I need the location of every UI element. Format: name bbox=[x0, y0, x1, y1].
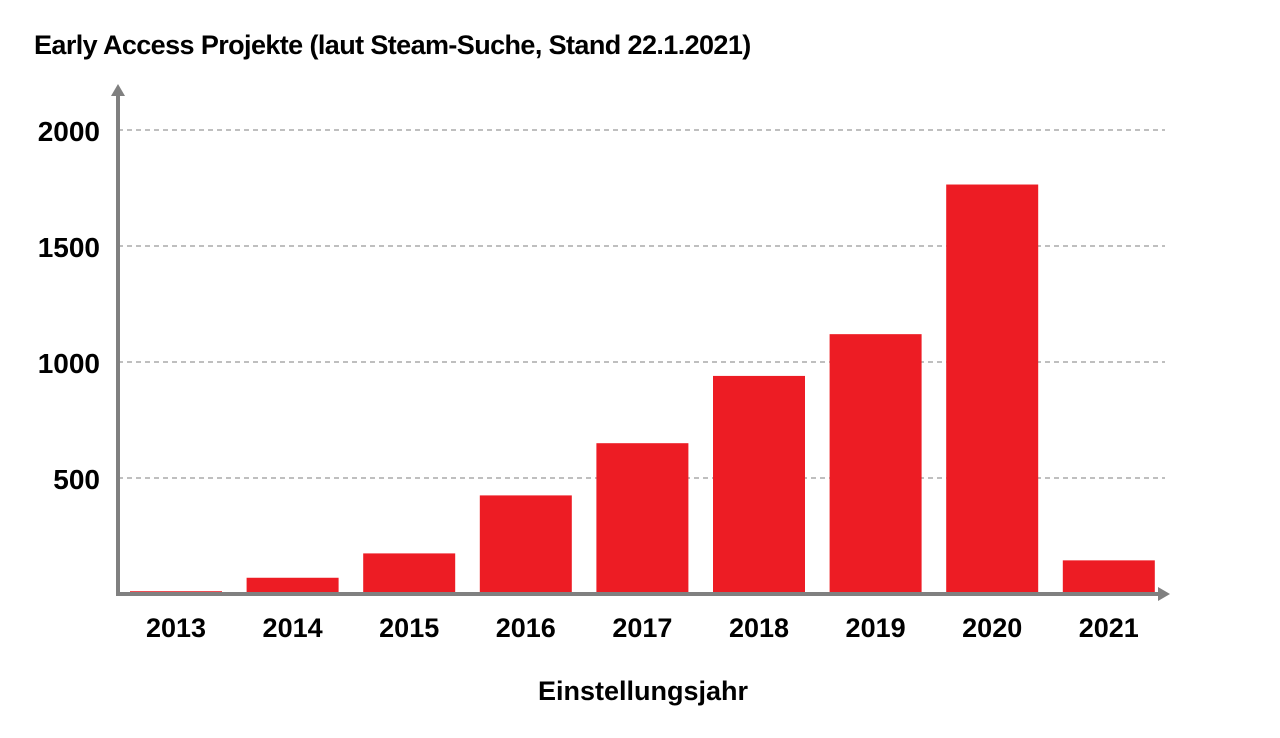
y-tick-label-1500: 1500 bbox=[38, 232, 100, 263]
bars bbox=[130, 184, 1155, 594]
x-tick-labels: 2013 2014 2015 2016 2017 2018 2019 2020 2021 bbox=[146, 613, 1139, 643]
chart-title: Early Access Projekte (laut Steam-Suche,… bbox=[34, 30, 751, 60]
axes bbox=[111, 84, 1170, 601]
x-tick-label-2017: 2017 bbox=[612, 613, 672, 643]
y-tick-label-500: 500 bbox=[53, 464, 100, 495]
bar-2019 bbox=[829, 334, 922, 594]
x-axis-label: Einstellungsjahr bbox=[538, 676, 749, 706]
bar-2017 bbox=[596, 443, 689, 594]
bar-2014 bbox=[246, 577, 339, 594]
x-tick-label-2021: 2021 bbox=[1079, 613, 1139, 643]
x-axis-arrow bbox=[1158, 587, 1170, 601]
x-tick-label-2018: 2018 bbox=[729, 613, 789, 643]
bar-2015 bbox=[363, 553, 456, 594]
y-axis-arrow bbox=[111, 84, 125, 96]
y-tick-labels: 500 1000 1500 2000 bbox=[38, 116, 100, 495]
x-tick-label-2013: 2013 bbox=[146, 613, 206, 643]
y-tick-label-2000: 2000 bbox=[38, 116, 100, 147]
bar-2021 bbox=[1062, 560, 1155, 594]
y-tick-label-1000: 1000 bbox=[38, 348, 100, 379]
bar-2020 bbox=[946, 184, 1039, 594]
x-tick-label-2016: 2016 bbox=[496, 613, 556, 643]
bar-2016 bbox=[479, 495, 572, 594]
x-tick-label-2015: 2015 bbox=[379, 613, 439, 643]
x-tick-label-2020: 2020 bbox=[962, 613, 1022, 643]
bar-2018 bbox=[713, 375, 805, 594]
x-tick-label-2014: 2014 bbox=[263, 613, 323, 643]
x-tick-label-2019: 2019 bbox=[846, 613, 906, 643]
